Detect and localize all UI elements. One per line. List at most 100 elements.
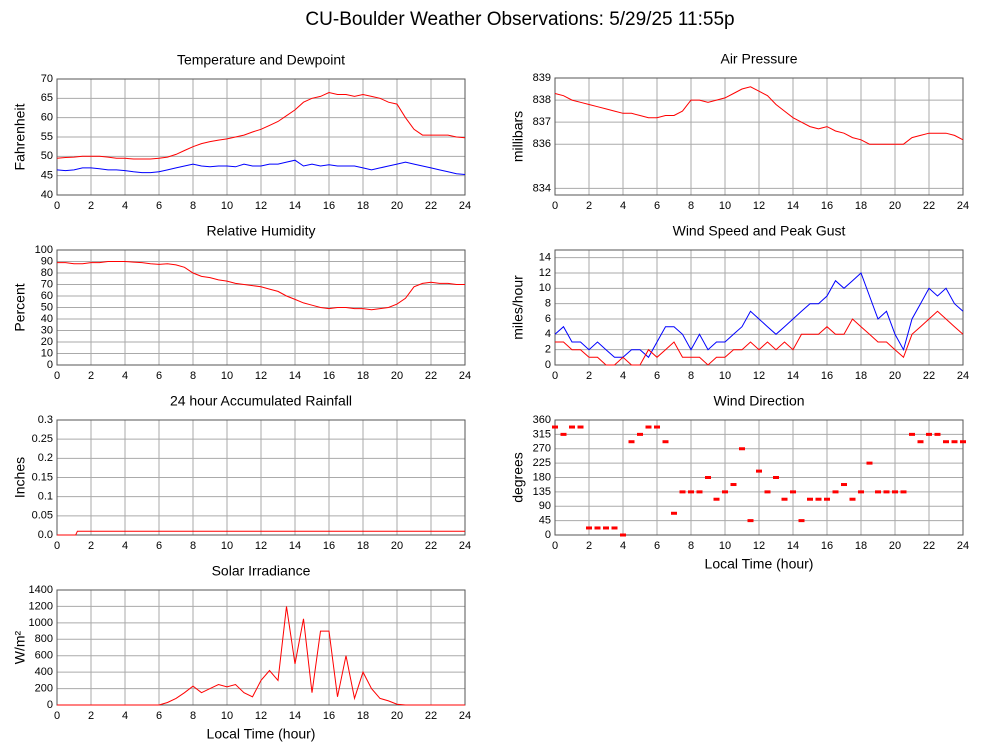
data-point	[917, 440, 924, 444]
x-tick-label: 18	[357, 200, 369, 212]
y-tick-label: 6	[545, 313, 551, 325]
y-tick-label: 0.15	[32, 471, 53, 483]
y-tick-label: 800	[35, 633, 53, 645]
y-axis-label: Fahrenheit	[12, 103, 28, 170]
chart-title: Air Pressure	[720, 51, 797, 67]
x-tick-label: 8	[688, 540, 694, 552]
x-tick-label: 2	[586, 540, 592, 552]
x-tick-label: 2	[88, 540, 94, 552]
x-axis-label: Local Time (hour)	[705, 556, 814, 572]
x-tick-label: 6	[156, 540, 162, 552]
x-tick-label: 0	[54, 540, 60, 552]
data-point	[739, 447, 745, 451]
x-tick-label: 8	[688, 370, 694, 382]
data-point	[730, 483, 737, 487]
x-tick-label: 8	[688, 200, 694, 212]
x-tick-label: 8	[190, 200, 196, 212]
data-point	[832, 490, 839, 494]
x-tick-label: 18	[855, 200, 867, 212]
y-tick-label: 50	[41, 301, 53, 313]
plot-frame	[56, 78, 466, 196]
data-point	[798, 519, 805, 523]
x-tick-label: 8	[190, 710, 196, 722]
x-tick-label: 2	[88, 710, 94, 722]
x-tick-label: 6	[156, 200, 162, 212]
x-tick-label: 12	[255, 710, 267, 722]
x-tick-label: 6	[156, 710, 162, 722]
data-point	[620, 533, 626, 537]
x-tick-label: 6	[654, 370, 660, 382]
x-tick-label: 14	[289, 540, 301, 552]
x-tick-label: 24	[459, 200, 471, 212]
data-point	[900, 490, 907, 494]
x-tick-label: 24	[459, 370, 471, 382]
data-point	[637, 432, 643, 436]
x-tick-label: 4	[620, 370, 626, 382]
y-tick-label: 30	[41, 324, 53, 336]
y-tick-label: 360	[533, 414, 551, 426]
y-axis-label: miles/hour	[510, 275, 526, 340]
data-point	[577, 425, 584, 429]
y-tick-label: 200	[35, 682, 53, 694]
x-tick-label: 22	[425, 200, 437, 212]
data-point	[552, 425, 558, 429]
x-tick-label: 10	[719, 200, 731, 212]
x-tick-label: 14	[289, 370, 301, 382]
x-tick-label: 0	[54, 710, 60, 722]
x-tick-label: 14	[787, 370, 799, 382]
x-tick-label: 22	[425, 540, 437, 552]
y-tick-label: 1200	[29, 600, 53, 612]
y-tick-label: 45	[539, 515, 551, 527]
x-tick-label: 4	[122, 540, 128, 552]
x-tick-label: 16	[323, 540, 335, 552]
y-tick-label: 2	[545, 344, 551, 356]
y-tick-label: 600	[35, 650, 53, 662]
y-axis-label: degrees	[510, 452, 526, 503]
x-tick-label: 16	[821, 200, 833, 212]
chart-panel: Temperature and DewpointFahrenheit404550…	[12, 52, 471, 212]
x-tick-label: 24	[957, 540, 969, 552]
y-tick-label: 40	[41, 313, 53, 325]
data-point	[773, 476, 779, 479]
plot-frame	[554, 77, 964, 196]
y-tick-label: 400	[35, 666, 53, 678]
y-tick-label: 20	[41, 336, 53, 348]
data-point	[722, 490, 728, 494]
y-tick-label: 100	[35, 244, 53, 256]
x-tick-label: 24	[957, 200, 969, 212]
y-tick-label: 50	[41, 150, 53, 162]
x-tick-label: 14	[787, 540, 799, 552]
x-tick-label: 6	[654, 540, 660, 552]
y-tick-label: 834	[533, 182, 551, 194]
y-tick-label: 80	[41, 267, 53, 279]
y-tick-label: 0	[545, 359, 551, 371]
x-tick-label: 20	[391, 710, 403, 722]
y-tick-label: 225	[533, 457, 551, 469]
data-point	[713, 497, 720, 501]
data-point	[866, 461, 873, 465]
y-tick-label: 180	[533, 471, 551, 483]
data-point	[849, 497, 856, 501]
data-point	[569, 425, 575, 429]
x-tick-label: 2	[586, 370, 592, 382]
x-tick-label: 8	[190, 370, 196, 382]
data-point	[807, 497, 813, 501]
data-line	[555, 310, 964, 366]
x-tick-label: 10	[221, 710, 233, 722]
x-tick-label: 16	[323, 200, 335, 212]
page-title: CU-Boulder Weather Observations: 5/29/25…	[305, 9, 734, 30]
x-tick-label: 14	[289, 710, 301, 722]
x-tick-label: 20	[889, 540, 901, 552]
y-tick-label: 12	[539, 267, 551, 279]
chart-panel: Wind Speed and Peak Gustmiles/hour024681…	[510, 223, 969, 382]
x-tick-label: 10	[719, 370, 731, 382]
x-tick-label: 0	[552, 370, 558, 382]
y-axis-label: Percent	[12, 283, 28, 331]
data-point	[756, 469, 762, 473]
x-tick-label: 24	[459, 540, 471, 552]
x-tick-label: 16	[821, 370, 833, 382]
x-tick-label: 12	[753, 370, 765, 382]
y-tick-label: 0.25	[32, 433, 53, 445]
